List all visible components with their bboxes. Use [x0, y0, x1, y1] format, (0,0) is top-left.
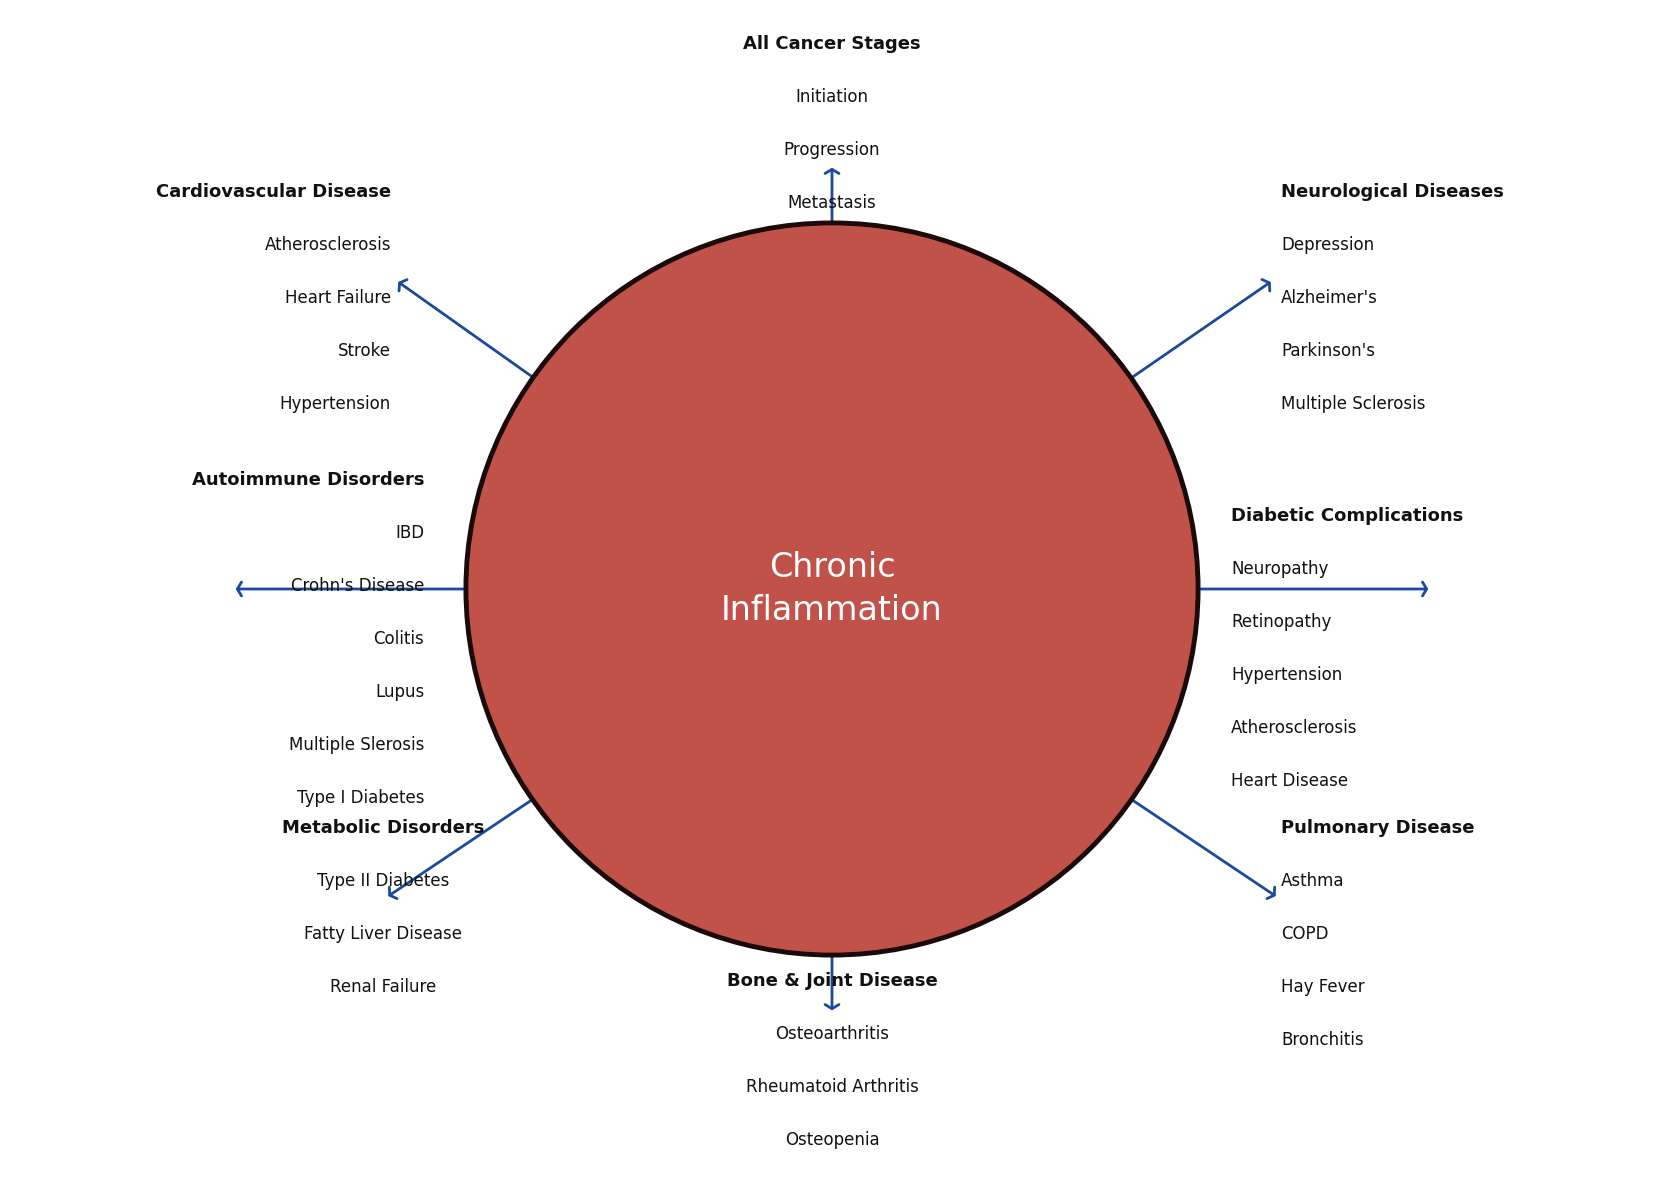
Text: Asthma: Asthma: [1281, 872, 1345, 889]
Text: Rheumatoid Arthritis: Rheumatoid Arthritis: [745, 1078, 919, 1096]
Text: Multiple Sclerosis: Multiple Sclerosis: [1281, 395, 1426, 412]
Text: Atherosclerosis: Atherosclerosis: [1231, 719, 1358, 736]
Text: Heart Failure: Heart Failure: [285, 289, 391, 306]
Text: Neuropathy: Neuropathy: [1231, 560, 1330, 577]
Text: Diabetic Complications: Diabetic Complications: [1231, 507, 1464, 524]
Text: Osteoarthritis: Osteoarthritis: [775, 1025, 889, 1043]
Text: Osteopenia: Osteopenia: [785, 1131, 879, 1149]
Text: Metastasis: Metastasis: [787, 194, 877, 212]
Text: Hypertension: Hypertension: [1231, 666, 1343, 683]
Text: Bronchitis: Bronchitis: [1281, 1031, 1364, 1048]
Text: Colitis: Colitis: [374, 630, 424, 648]
Text: Progression: Progression: [784, 141, 880, 159]
Ellipse shape: [466, 223, 1198, 955]
Text: Hypertension: Hypertension: [280, 395, 391, 412]
Text: Pulmonary Disease: Pulmonary Disease: [1281, 819, 1474, 836]
Text: Multiple Slerosis: Multiple Slerosis: [290, 736, 424, 754]
Text: Lupus: Lupus: [374, 683, 424, 701]
Text: Retinopathy: Retinopathy: [1231, 613, 1331, 630]
Text: Initiation: Initiation: [795, 88, 869, 106]
Text: Type II Diabetes: Type II Diabetes: [316, 872, 449, 889]
Text: Depression: Depression: [1281, 236, 1374, 253]
Text: Alzheimer's: Alzheimer's: [1281, 289, 1378, 306]
Text: Atherosclerosis: Atherosclerosis: [265, 236, 391, 253]
Text: Cardiovascular Disease: Cardiovascular Disease: [156, 183, 391, 200]
Text: Autoimmune Disorders: Autoimmune Disorders: [191, 471, 424, 489]
Text: Stroke: Stroke: [338, 342, 391, 359]
Text: Parkinson's: Parkinson's: [1281, 342, 1374, 359]
Text: Hay Fever: Hay Fever: [1281, 978, 1364, 995]
Text: Neurological Diseases: Neurological Diseases: [1281, 183, 1504, 200]
Text: Metabolic Disorders: Metabolic Disorders: [281, 819, 484, 836]
Text: Fatty Liver Disease: Fatty Liver Disease: [305, 925, 461, 942]
Text: Crohn's Disease: Crohn's Disease: [291, 577, 424, 595]
Text: All Cancer Stages: All Cancer Stages: [744, 35, 920, 53]
Text: Heart Disease: Heart Disease: [1231, 772, 1348, 789]
Text: Renal Failure: Renal Failure: [329, 978, 436, 995]
Text: IBD: IBD: [394, 524, 424, 542]
Text: Type I Diabetes: Type I Diabetes: [296, 789, 424, 807]
Text: COPD: COPD: [1281, 925, 1330, 942]
Text: Chronic
Inflammation: Chronic Inflammation: [721, 551, 943, 627]
Text: Bone & Joint Disease: Bone & Joint Disease: [727, 972, 937, 990]
